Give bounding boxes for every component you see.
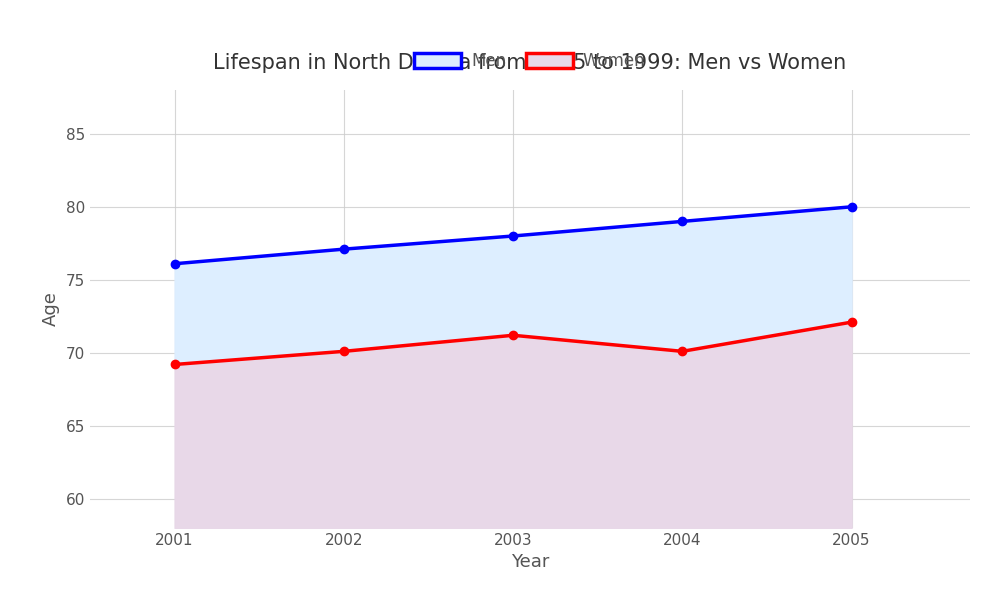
Legend: Men, Women: Men, Women: [408, 46, 652, 77]
Title: Lifespan in North Dakota from 1965 to 1999: Men vs Women: Lifespan in North Dakota from 1965 to 19…: [213, 53, 847, 73]
X-axis label: Year: Year: [511, 553, 549, 571]
Y-axis label: Age: Age: [42, 292, 60, 326]
